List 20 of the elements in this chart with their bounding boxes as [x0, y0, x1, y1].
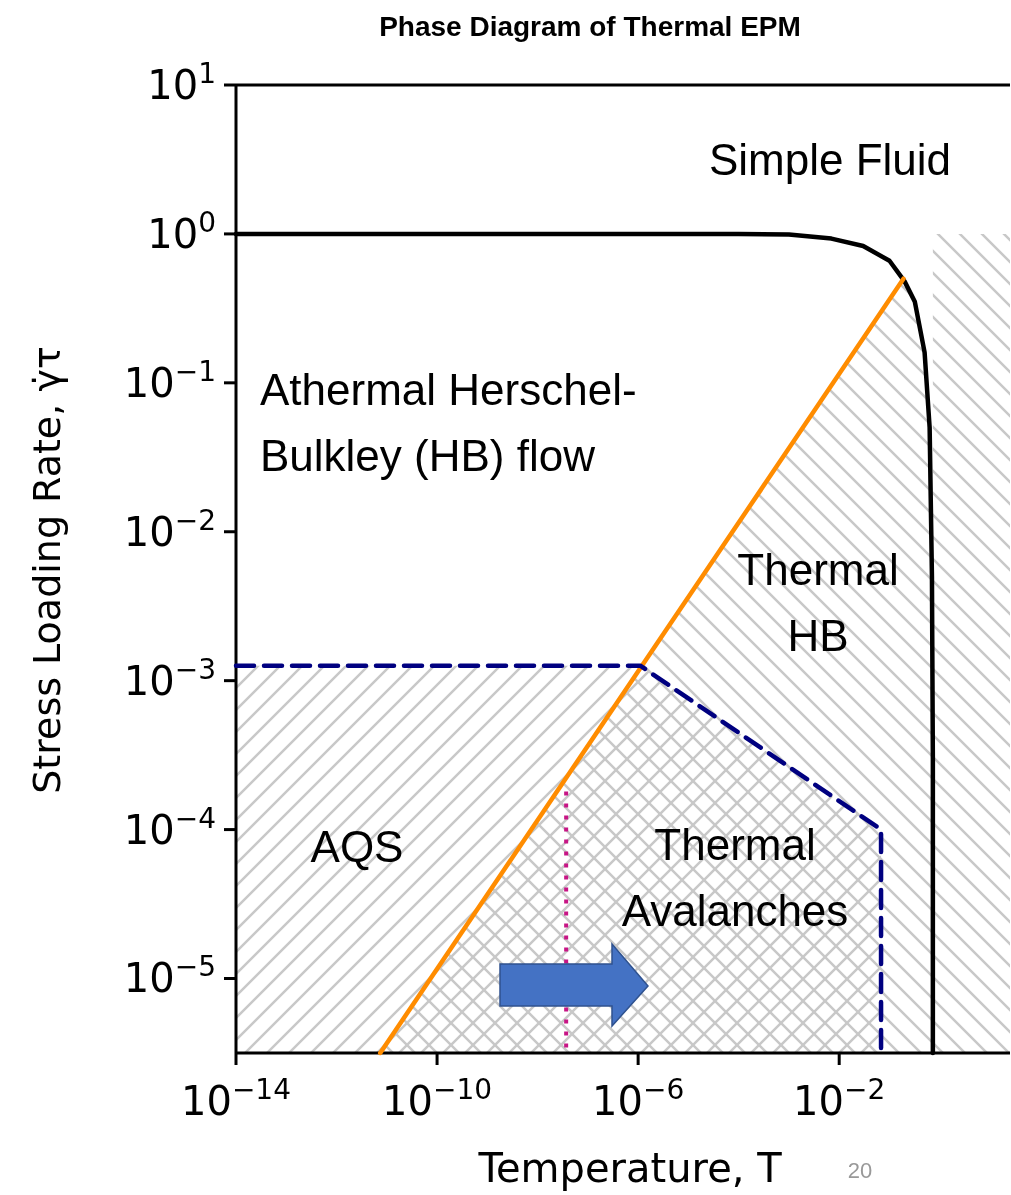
annotation: Thermal HB: [737, 545, 899, 660]
y-tick-label: 10$^{−2}$: [123, 503, 216, 555]
annotation: Thermal Avalanches: [621, 820, 849, 935]
annotation: AQS: [310, 822, 404, 871]
annotation: Athermal Herschel- Bulkley (HB) flow: [260, 365, 637, 480]
x-tick-label: 10$^{−14}$: [181, 1072, 291, 1124]
y-tick-label: 10$^{−3}$: [123, 652, 216, 704]
y-tick-label: 10$^{−5}$: [123, 950, 216, 1002]
x-tick-label: 10$^{−2}$: [793, 1072, 886, 1124]
annotation: Simple Fluid: [708, 135, 952, 184]
chart-title: Phase Diagram of Thermal EPM: [379, 11, 801, 42]
x-tick-label: 10$^{−6}$: [592, 1072, 685, 1124]
y-tick-label: 10$^{0}$: [147, 205, 216, 257]
x-axis-title: Temperature, T: [477, 1145, 783, 1191]
y-axis-title: Stress Loading Rate, γ̇τ: [25, 346, 69, 794]
text: 20: [847, 1158, 873, 1183]
x-tick-label: 10$^{−10}$: [382, 1072, 493, 1124]
y-tick-label: 10$^{−4}$: [123, 801, 216, 853]
y-tick-label: 10$^{−1}$: [123, 354, 216, 406]
y-tick-label: 10$^{1}$: [147, 56, 216, 108]
